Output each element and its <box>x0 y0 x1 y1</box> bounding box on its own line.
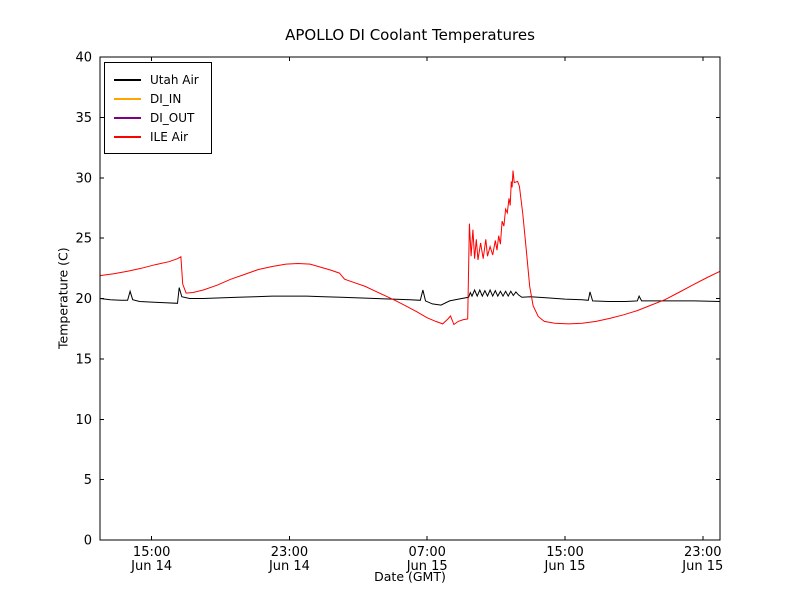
svg-text:23:00: 23:00 <box>271 545 308 560</box>
legend-item-utah-air: Utah Air <box>114 70 199 89</box>
legend-line-swatch-ile-air <box>114 135 141 138</box>
legend-line-swatch-di-in <box>114 97 141 100</box>
legend-label-di-out: DI_OUT <box>150 110 195 125</box>
svg-text:15: 15 <box>75 352 92 367</box>
svg-text:23:00: 23:00 <box>684 545 721 560</box>
svg-text:20: 20 <box>75 292 92 307</box>
svg-text:15:00: 15:00 <box>546 545 583 560</box>
legend-line-swatch-utah-air <box>114 78 141 81</box>
legend-item-di-out: DI_OUT <box>114 108 199 127</box>
svg-text:07:00: 07:00 <box>408 545 445 560</box>
svg-text:Jun 15: Jun 15 <box>681 559 723 574</box>
svg-text:30: 30 <box>75 171 92 186</box>
legend-label-ile-air: ILE Air <box>150 129 189 144</box>
legend-item-di-in: DI_IN <box>114 89 199 108</box>
y-axis-label: Temperature (C) <box>55 247 71 350</box>
svg-text:5: 5 <box>84 473 92 488</box>
svg-text:Jun 14: Jun 14 <box>130 559 172 574</box>
svg-text:40: 40 <box>75 51 92 66</box>
svg-text:10: 10 <box>75 413 92 428</box>
legend-line-swatch-di-out <box>114 116 141 119</box>
svg-text:35: 35 <box>75 111 92 126</box>
legend-item-ile-air: ILE Air <box>114 127 199 146</box>
svg-text:Jun 14: Jun 14 <box>268 559 310 574</box>
svg-text:Jun 15: Jun 15 <box>406 559 448 574</box>
legend-label-di-in: DI_IN <box>150 91 182 106</box>
chart-title: APOLLO DI Coolant Temperatures <box>285 26 535 44</box>
svg-text:15:00: 15:00 <box>133 545 170 560</box>
svg-text:25: 25 <box>75 232 92 247</box>
x-axis-label: Date (GMT) <box>374 569 446 584</box>
svg-text:0: 0 <box>84 534 92 549</box>
legend: Utah Air DI_IN DI_OUT ILE Air <box>104 62 212 154</box>
svg-text:Jun 15: Jun 15 <box>544 559 586 574</box>
legend-label-utah-air: Utah Air <box>150 72 199 87</box>
